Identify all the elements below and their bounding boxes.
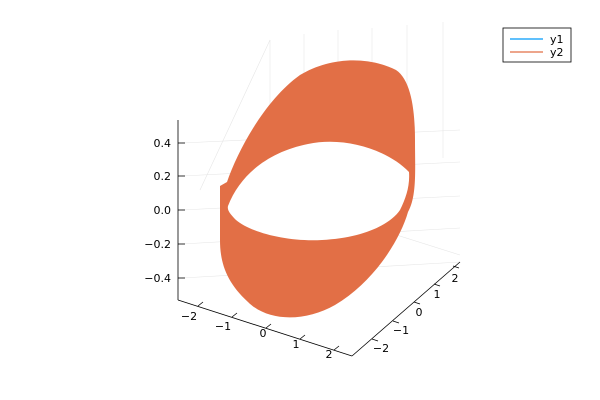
z-tick-label-2: 0.0 <box>154 204 172 217</box>
ribbon-inner-hole <box>227 141 410 241</box>
z-tick-label-3: −0.2 <box>144 238 171 251</box>
y-axis: −2 −1 0 1 2 <box>351 261 461 357</box>
x-tick-label-4: 2 <box>326 348 333 361</box>
z-tick-label-1: 0.2 <box>154 170 172 183</box>
y-tick-label-4: 2 <box>452 272 459 285</box>
x-tick-label-2: 0 <box>260 327 267 340</box>
x-tick-label-1: −1 <box>215 320 231 333</box>
x-tick-label-0: −2 <box>181 310 197 323</box>
legend-label-y2: y2 <box>550 46 564 59</box>
x-tick-label-3: 1 <box>293 338 300 351</box>
series-y2-surface <box>220 60 416 318</box>
z-axis: 0.4 0.2 0.0 −0.2 −0.4 <box>144 120 185 300</box>
x-axis: −2 −1 0 1 2 <box>177 299 353 361</box>
y-tick-label-1: −1 <box>393 324 409 337</box>
y-tick-label-2: 0 <box>416 306 423 319</box>
legend-label-y1: y1 <box>550 33 564 46</box>
legend: y1 y2 <box>502 27 572 63</box>
y-tick-label-0: −2 <box>373 342 389 355</box>
z-tick-label-4: −0.4 <box>144 272 171 285</box>
y-tick-label-3: 1 <box>434 288 441 301</box>
z-tick-label-0: 0.4 <box>154 137 172 150</box>
legend-box <box>502 27 572 63</box>
